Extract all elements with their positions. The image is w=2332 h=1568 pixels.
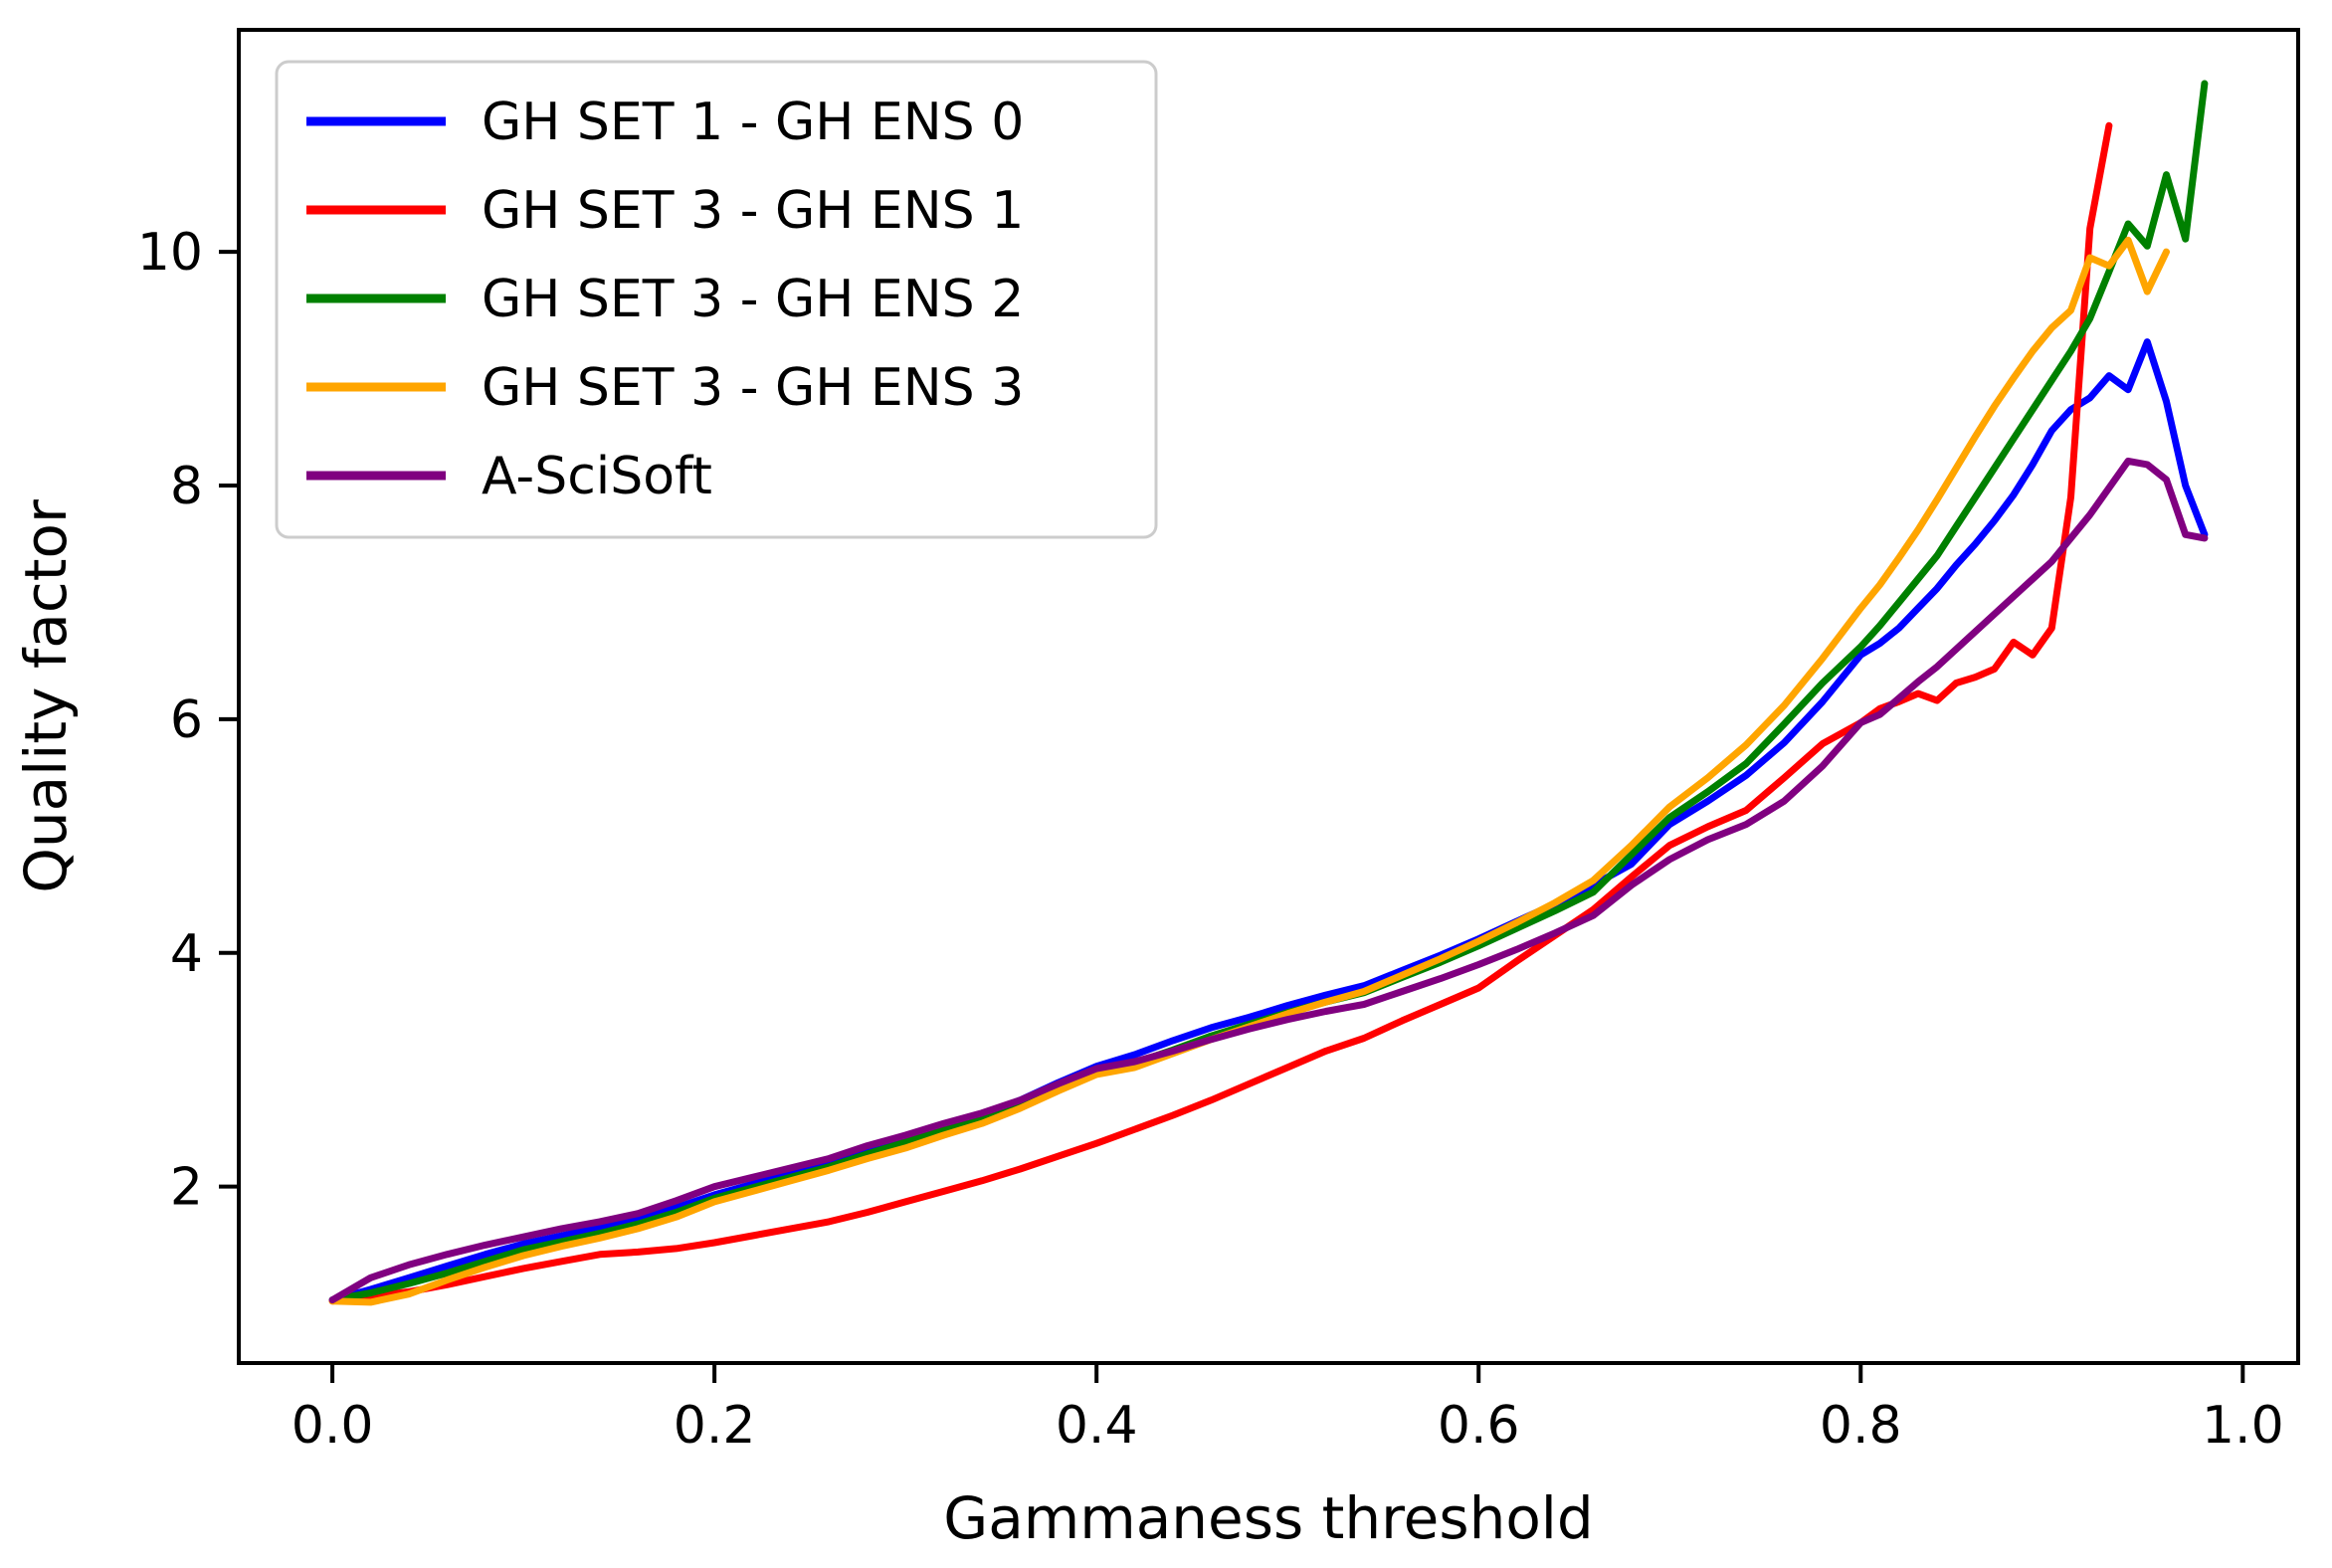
y-tick-label: 6 xyxy=(170,690,203,750)
x-tick-label: 0.0 xyxy=(292,1396,374,1456)
x-tick-label: 0.6 xyxy=(1438,1396,1520,1456)
legend-item-label: GH SET 3 - GH ENS 1 xyxy=(482,181,1024,241)
y-tick-label: 10 xyxy=(137,223,203,283)
legend-item-label: GH SET 3 - GH ENS 3 xyxy=(482,358,1024,418)
series-line-a-scisoft xyxy=(328,457,2209,1304)
x-tick-label: 0.8 xyxy=(1820,1396,1902,1456)
axes-frame xyxy=(237,28,2300,1365)
x-tick-label: 0.2 xyxy=(674,1396,756,1456)
x-tick-label: 0.4 xyxy=(1056,1396,1138,1456)
series-line-gh-set-3-gh-ens-3 xyxy=(328,236,2170,1306)
y-tick-label: 4 xyxy=(170,924,203,984)
x-axis-label: Gammaness threshold xyxy=(943,1484,1594,1552)
legend-item-label: A-SciSoft xyxy=(482,447,712,506)
legend-item-label: GH SET 3 - GH ENS 2 xyxy=(482,270,1024,329)
y-axis-label: Quality factor xyxy=(12,499,80,893)
y-tick-label: 8 xyxy=(170,457,203,516)
legend-item-label: GH SET 1 - GH ENS 0 xyxy=(482,93,1024,152)
y-tick-label: 2 xyxy=(170,1158,203,1218)
legend-box xyxy=(275,60,1158,539)
plot-area: 0.0 0.2 0.4 0.6 0.8 1.0 2 4 6 8 10 GH SET 1 - GH EN… xyxy=(137,28,2300,1456)
series-line-gh-set-3-gh-ens-1 xyxy=(328,121,2113,1305)
x-tick-label: 1.0 xyxy=(2202,1396,2284,1456)
